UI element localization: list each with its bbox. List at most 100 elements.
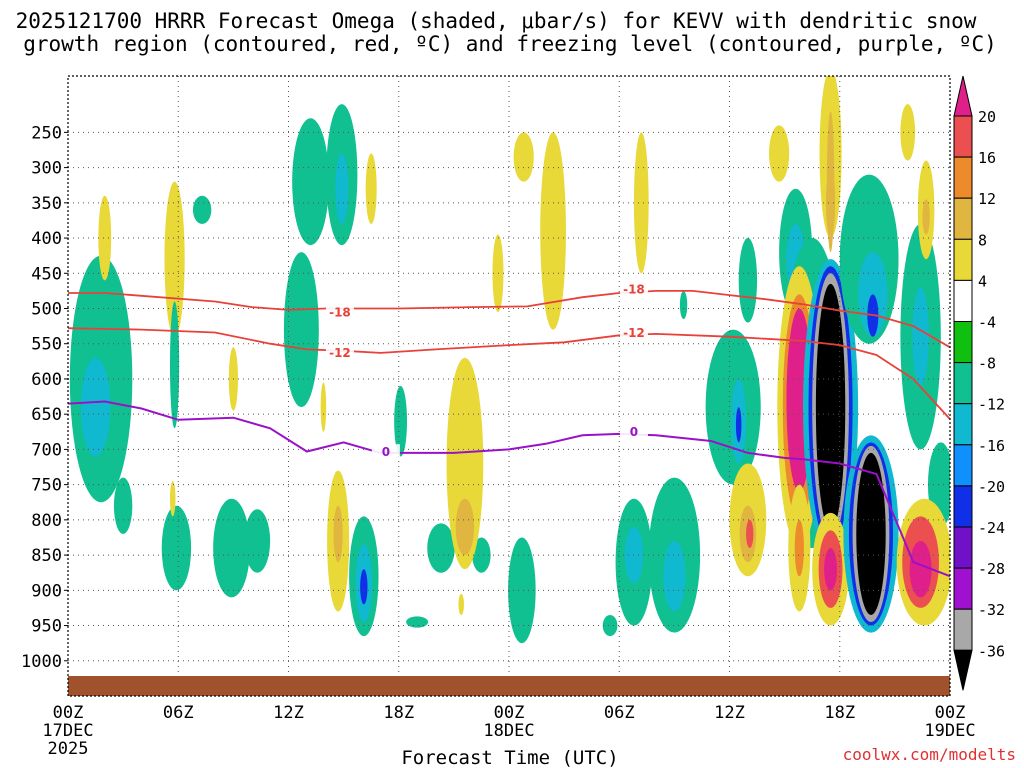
omega-cell-56 <box>794 519 804 577</box>
chart-title-line1: 2025121700 HRRR Forecast Omega (shaded, … <box>16 9 977 33</box>
terrain-ground <box>68 676 950 696</box>
colorbar-label-0: 20 <box>978 108 996 126</box>
contour-label-2-1: 0 <box>630 425 638 439</box>
x-date-label-1: 18DEC <box>483 721 534 741</box>
x-tick-label-2: 12Z <box>273 703 304 723</box>
omega-cell-21 <box>360 569 368 605</box>
y-tick-label-350: 350 <box>31 194 62 214</box>
x-tick-label-7: 18Z <box>824 703 855 723</box>
y-tick-label-1000: 1000 <box>21 652 62 672</box>
omega-cell-27 <box>455 498 475 556</box>
colorbar-bin-5 <box>953 321 973 364</box>
contour-label-0-1: -18 <box>623 282 645 296</box>
omega-cell-76 <box>912 287 929 386</box>
contour-label-bg-2-1 <box>619 423 648 438</box>
x-date-label-2: 19DEC <box>924 721 975 741</box>
x-tick-label-4: 00Z <box>494 703 525 723</box>
contour-label-bg-0-0 <box>325 304 354 319</box>
omega-cell-26 <box>446 357 484 570</box>
omega-cell-48 <box>769 125 790 182</box>
colorbar-bin-8 <box>953 444 973 487</box>
colorbar-label-11: -28 <box>978 560 1005 578</box>
y-tick-label-500: 500 <box>31 300 62 320</box>
omega-cell-28 <box>458 593 464 615</box>
contour-label-1-1: -12 <box>623 326 645 340</box>
colorbar-top-arrow <box>953 75 973 117</box>
contour-label-bg-1-0 <box>325 344 354 359</box>
y-tick-label-850: 850 <box>31 546 62 566</box>
colorbar-label-8: -16 <box>978 437 1005 455</box>
omega-cell-9 <box>244 509 271 573</box>
contour-label-bg-0-1 <box>619 281 648 296</box>
omega-cell-59 <box>826 111 835 253</box>
colorbar-bin-2 <box>953 197 973 240</box>
omega-cell-15 <box>335 153 349 224</box>
omega-cell-18 <box>333 505 343 563</box>
colorbar-bin-12 <box>953 608 973 651</box>
y-tick-label-550: 550 <box>31 335 62 355</box>
omega-cell-6 <box>192 195 212 224</box>
colorbar-bin-11 <box>953 567 973 610</box>
contour-line-2 <box>68 400 950 578</box>
colorbar-label-12: -32 <box>978 601 1005 619</box>
colorbar-bin-10 <box>953 526 973 569</box>
omega-cell-78 <box>922 199 930 235</box>
x-year-label-0: 2025 <box>48 739 89 759</box>
contour-label-2-0: 0 <box>382 445 390 459</box>
omega-cell-33 <box>540 132 566 330</box>
omega-cell-30 <box>508 537 536 644</box>
omega-colorbar: 20 16 12 8 4 -4 -8 -12 -16 -20 -24 -28 -32 -36 <box>953 75 1005 691</box>
x-tick-label-5: 06Z <box>604 703 635 723</box>
omega-cell-12 <box>283 252 319 408</box>
omega-cell-22 <box>394 386 408 457</box>
x-tick-label-6: 12Z <box>714 703 745 723</box>
colorbar-label-1: 16 <box>978 149 996 167</box>
y-tick-label-800: 800 <box>31 511 62 531</box>
y-tick-label-250: 250 <box>31 123 62 143</box>
omega-cell-82 <box>909 541 932 598</box>
contour-label-1-0: -12 <box>329 346 351 360</box>
omega-cell-63 <box>815 283 846 531</box>
x-tick-label-1: 06Z <box>163 703 194 723</box>
contour-label-bg-1-1 <box>619 325 648 340</box>
colorbar-label-2: 12 <box>978 190 996 208</box>
x-axis-ticks: 00Z 06Z 12Z 18Z 00Z 06Z 12Z 18Z 00Z17DEC202518DE… <box>42 703 975 759</box>
omega-cell-40 <box>679 290 688 320</box>
x-tick-label-3: 18Z <box>383 703 414 723</box>
omega-cell-43 <box>735 407 742 443</box>
omega-cell-34 <box>602 614 618 637</box>
y-tick-label-950: 950 <box>31 617 62 637</box>
colorbar-label-3: 8 <box>978 231 987 249</box>
omega-cell-32 <box>492 234 504 313</box>
colorbar-label-5: -4 <box>978 314 996 332</box>
omega-cell-73 <box>856 452 886 615</box>
colorbar-label-6: -8 <box>978 355 996 373</box>
y-tick-label-400: 400 <box>31 229 62 249</box>
y-tick-label-600: 600 <box>31 370 62 390</box>
x-tick-label-8: 00Z <box>935 703 966 723</box>
colorbar-label-4: 4 <box>978 272 987 290</box>
temperature-contours <box>68 289 950 578</box>
omega-cell-25 <box>472 537 491 573</box>
colorbar-bin-6 <box>953 362 973 405</box>
omega-cell-38 <box>663 541 686 612</box>
colorbar-label-10: -24 <box>978 519 1005 537</box>
contour-label-bg-2-0 <box>371 444 400 459</box>
contour-line-0 <box>68 289 950 349</box>
colorbar-bin-9 <box>953 485 973 528</box>
omega-cell-16 <box>365 153 377 224</box>
omega-cell-11 <box>169 481 176 517</box>
omega-cell-4 <box>161 505 192 591</box>
omega-cell-24 <box>427 523 455 573</box>
contour-line-1 <box>68 327 950 420</box>
omega-cell-47 <box>746 519 754 549</box>
omega-cell-29 <box>406 616 429 628</box>
colorbar-bin-7 <box>953 403 973 446</box>
site-credit: coolwx.com/modelts <box>843 745 1016 764</box>
colorbar-bin-0 <box>953 115 973 158</box>
colorbar-bin-3 <box>953 238 973 281</box>
y-tick-label-700: 700 <box>31 440 62 460</box>
omega-cell-39 <box>633 132 649 274</box>
omega-cell-13 <box>292 118 329 246</box>
